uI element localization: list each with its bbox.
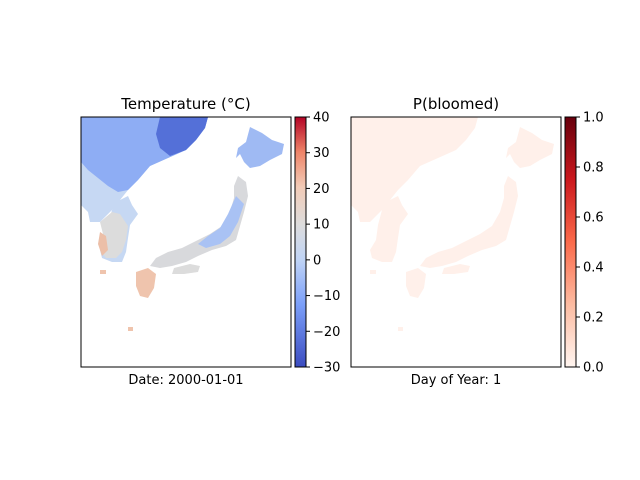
okinawa-islet <box>128 327 133 331</box>
bloom-colorbar-tick-label: 0.4 <box>583 261 604 276</box>
bloom-colorbar-tick-label: 0.8 <box>583 161 604 176</box>
bloom-doy-label: Day of Year: 1 <box>411 373 502 388</box>
bloom-map <box>351 117 554 331</box>
bloom-shikoku <box>442 264 470 274</box>
bloom-honshu <box>420 176 518 268</box>
temperature-colorbar-tick-label: 40 <box>313 111 330 126</box>
bloom-colorbar-tick-label: 0.2 <box>583 311 604 326</box>
manchuria-coldest-region <box>156 117 208 156</box>
shikoku <box>172 264 200 274</box>
temperature-date-label: Date: 2000-01-01 <box>128 373 243 388</box>
kyushu <box>136 268 156 298</box>
honshu-cold-inland <box>198 196 244 248</box>
jeju-islet <box>100 270 106 274</box>
temperature-colorbar-tick-label: −30 <box>313 361 340 376</box>
bloom-colorbar-ticks: 1.0 0.8 0.6 0.4 0.2 0.0 <box>576 111 604 376</box>
temperature-title: Temperature (°C) <box>120 95 250 113</box>
bloom-korea-landmass <box>351 117 478 262</box>
honshu <box>150 176 248 268</box>
bloom-colorbar <box>564 116 577 368</box>
bloom-colorbar-tick-label: 1.0 <box>583 111 604 126</box>
temperature-map <box>81 117 284 331</box>
bloom-hokkaido <box>506 127 554 168</box>
bloom-okinawa-islet <box>398 327 403 331</box>
bloom-axes-frame <box>350 116 562 368</box>
bloom-colorbar-tick-label: 0.0 <box>583 361 604 376</box>
temperature-colorbar-tick-label: −20 <box>313 325 340 340</box>
bloom-title: P(bloomed) <box>413 95 499 113</box>
bloom-colorbar-tick-label: 0.6 <box>583 211 604 226</box>
temperature-colorbar-tick-label: 10 <box>313 218 330 233</box>
temperature-colorbar-tick-label: −10 <box>313 289 340 304</box>
korea-south-coast <box>98 232 108 256</box>
bloom-jeju-islet <box>370 270 376 274</box>
temperature-colorbar <box>294 116 307 368</box>
temperature-colorbar-ticks: 40 30 20 10 0 −10 −20 −30 <box>306 111 340 376</box>
temperature-colorbar-tick-label: 20 <box>313 182 330 197</box>
temperature-axes-frame <box>80 116 292 368</box>
temperature-colorbar-tick-label: 30 <box>313 146 330 161</box>
temperature-colorbar-tick-label: 0 <box>313 253 321 268</box>
hokkaido <box>236 127 284 168</box>
bloom-kyushu <box>406 268 426 298</box>
bloom-panel: P(bloomed) Day of Year: 1 1.0 0.8 0.6 0.4 0.… <box>350 95 604 388</box>
temperature-panel: Temperature (°C) Date: 2000-01-01 40 30 20… <box>80 95 340 388</box>
